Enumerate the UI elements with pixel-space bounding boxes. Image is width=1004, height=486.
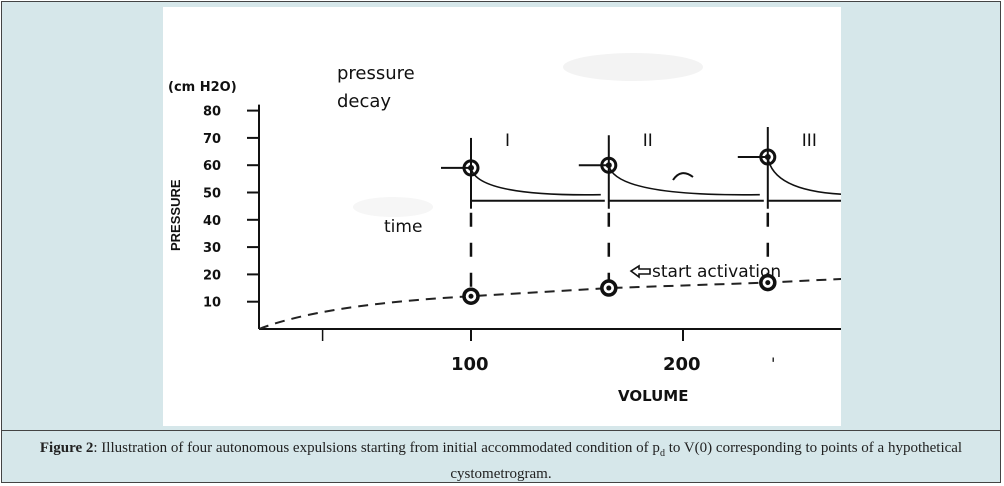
y-tick-label: 70 xyxy=(203,132,221,147)
decay-curve xyxy=(608,164,760,196)
y-tick-label: 10 xyxy=(203,296,221,311)
caption-divider xyxy=(2,430,1000,431)
x-tick-label: 200 xyxy=(663,354,701,375)
peak-marker xyxy=(600,156,618,174)
cystometrogram-chart: (cm H2O) PRESSURE VOLUME pressure decay … xyxy=(168,53,1004,405)
data-point-center xyxy=(606,285,612,291)
y-tick-label: 50 xyxy=(203,187,221,202)
peak-marker xyxy=(759,148,777,166)
peak-marker-dot xyxy=(468,164,474,171)
y-tick-label: 60 xyxy=(203,159,221,174)
start-activation-label: start activation xyxy=(652,262,781,282)
decay-label: I xyxy=(505,131,510,151)
peak-marker-dot xyxy=(764,154,771,161)
y-tick-label: 40 xyxy=(203,214,221,229)
y-unit-label: (cm H2O) xyxy=(168,80,237,95)
x-tick-label: 100 xyxy=(451,354,489,375)
start-activation-arrow-icon xyxy=(629,264,651,279)
caption-subscript: d xyxy=(659,448,665,459)
tick-mark-text: ' xyxy=(771,354,775,373)
figure-image: (cm H2O) PRESSURE VOLUME pressure decay … xyxy=(163,7,1004,426)
data-point-center xyxy=(765,280,771,286)
y-axis-title: PRESSURE xyxy=(168,179,183,251)
pressure-decay-label-line1: pressure xyxy=(337,63,415,84)
caption-text-start: : Illustration of four autonomous expuls… xyxy=(93,440,660,456)
peak-marker-dot xyxy=(605,162,612,169)
y-tick-label: 80 xyxy=(203,105,221,120)
decay-label: III xyxy=(802,131,817,151)
caption-text-end: to V(0) corresponding to points of a hyp… xyxy=(450,440,963,482)
cystometrogram-curve xyxy=(258,270,1002,330)
decay-curve xyxy=(767,156,871,196)
caption-label: Figure 2 xyxy=(39,440,94,456)
bracket-mark xyxy=(672,172,694,181)
y-tick-label: 20 xyxy=(203,268,221,283)
y-tick-label: 30 xyxy=(203,241,221,256)
x-axis-title: VOLUME xyxy=(618,387,688,405)
background-smudge xyxy=(353,197,433,217)
time-label: time xyxy=(384,217,422,237)
figure-caption: Figure 2: Illustration of four autonomou… xyxy=(10,438,992,484)
peak-marker xyxy=(462,159,480,177)
data-point-center xyxy=(468,293,474,299)
decay-label: II xyxy=(643,131,653,151)
background-smudge xyxy=(563,53,703,81)
decay-curve xyxy=(470,167,601,196)
pressure-decay-label-line2: decay xyxy=(337,91,391,112)
